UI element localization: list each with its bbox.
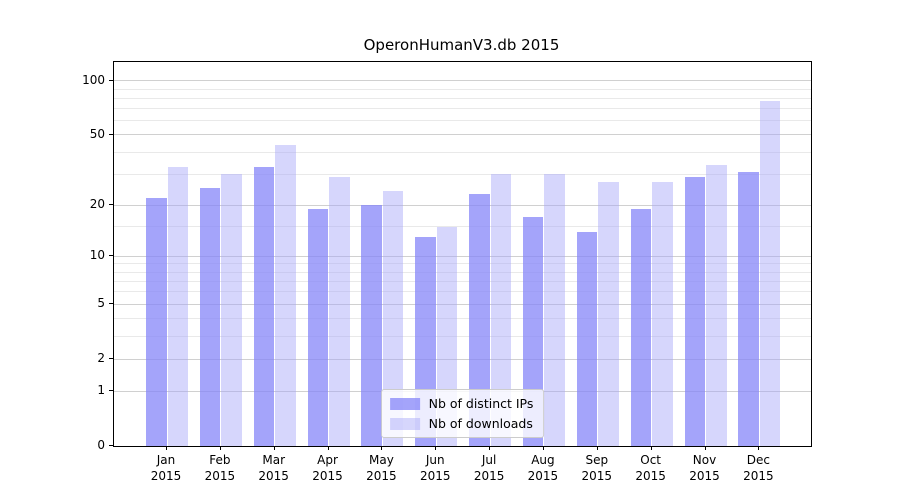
y-gridline-minor (114, 151, 811, 153)
bar-downloads (544, 174, 565, 446)
bar-downloads (706, 164, 727, 446)
plot-area: Nb of distinct IPs Nb of downloads (113, 61, 812, 447)
x-tick-label: Dec 2015 (743, 453, 774, 483)
x-tickmark (758, 446, 760, 450)
x-tick-label: Feb 2015 (204, 453, 236, 483)
y-gridline-minor (114, 335, 811, 337)
y-gridline-minor (114, 88, 811, 90)
x-tick-label: Aug 2015 (527, 453, 559, 483)
x-tick-label: Nov 2015 (689, 453, 720, 483)
x-tickmark (704, 446, 706, 450)
y-tick-label: 0 (97, 438, 105, 452)
y-tick-label: 100 (82, 72, 105, 87)
bar-downloads (382, 191, 404, 446)
x-tick-label: Jul 2015 (473, 453, 505, 483)
legend-entry-downloads: Nb of downloads (389, 416, 534, 431)
y-gridline-minor (114, 280, 811, 282)
y-gridline-major (114, 255, 811, 257)
chart-title: OperonHumanV3.db 2015 (363, 36, 560, 54)
x-tickmark (381, 446, 383, 450)
x-tickmark (489, 446, 491, 450)
bar-downloads (329, 176, 350, 446)
y-gridline-major (114, 80, 811, 82)
y-gridline-major (114, 358, 811, 360)
x-tickmark (166, 446, 167, 450)
y-tick-label: 5 (97, 296, 105, 311)
y-tickmark (109, 445, 113, 446)
legend-label-downloads: Nb of downloads (428, 416, 533, 431)
y-tick-label: 1 (97, 383, 105, 398)
y-tickmark (109, 133, 113, 135)
x-tick-label: Apr 2015 (312, 453, 343, 483)
y-gridline-minor (114, 318, 811, 320)
y-tickmark (109, 204, 113, 206)
legend-swatch-downloads (389, 417, 420, 430)
y-gridline-minor (114, 120, 811, 122)
bar-distinct-ips (253, 166, 275, 446)
y-gridline-major (114, 134, 811, 136)
bar-downloads (759, 101, 781, 446)
bar-distinct-ips (576, 231, 598, 446)
x-tickmark (650, 446, 652, 450)
bar-distinct-ips (361, 205, 382, 446)
legend: Nb of distinct IPs Nb of downloads (380, 389, 545, 438)
bar-downloads (490, 174, 512, 446)
bar-distinct-ips (469, 194, 490, 446)
legend-swatch-distinct-ips (389, 397, 420, 410)
y-gridline-minor (114, 271, 811, 273)
bar-downloads (652, 182, 673, 446)
x-tick-label: May 2015 (366, 453, 397, 483)
y-tickmark (109, 358, 113, 360)
x-tick-label: Oct 2015 (635, 453, 666, 483)
y-tick-label: 2 (97, 351, 105, 366)
x-tick-label: Jan 2015 (150, 453, 182, 483)
x-tickmark (542, 446, 544, 450)
bar-distinct-ips (684, 176, 705, 446)
x-tick-label: Sep 2015 (581, 453, 613, 483)
x-tickmark (273, 446, 275, 450)
x-tickmark (219, 446, 221, 450)
x-tick-label: Jun 2015 (419, 453, 451, 483)
y-gridline-minor (114, 226, 811, 228)
y-gridline-major (114, 303, 811, 305)
bar-distinct-ips (738, 171, 759, 446)
y-gridline-minor (114, 263, 811, 265)
bar-distinct-ips (307, 208, 329, 446)
y-gridline-minor (114, 291, 811, 293)
x-tick-label: Mar 2015 (258, 453, 289, 483)
bar-downloads (598, 182, 619, 446)
bar-distinct-ips (146, 197, 167, 446)
y-gridline-minor (114, 173, 811, 175)
bar-distinct-ips (199, 188, 221, 446)
y-tick-label: 50 (89, 126, 105, 141)
x-tickmark (435, 446, 437, 450)
legend-label-distinct-ips: Nb of distinct IPs (428, 396, 534, 411)
y-tick-label: 10 (89, 248, 105, 263)
bar-distinct-ips (522, 217, 544, 446)
bar-downloads (275, 144, 296, 446)
bar-downloads (221, 174, 242, 446)
bar-distinct-ips (630, 208, 652, 446)
y-gridline-minor (114, 97, 811, 99)
x-tickmark (327, 446, 329, 450)
y-gridline-minor (114, 108, 811, 110)
y-tickmark (109, 303, 113, 305)
y-tick-label: 20 (89, 197, 105, 212)
legend-entry-distinct-ips: Nb of distinct IPs (389, 396, 534, 411)
bar-downloads (167, 166, 188, 446)
y-tickmark (109, 79, 113, 81)
y-tickmark (109, 390, 113, 392)
x-tickmark (596, 446, 598, 450)
y-tickmark (109, 255, 113, 257)
y-gridline-major (114, 204, 811, 206)
